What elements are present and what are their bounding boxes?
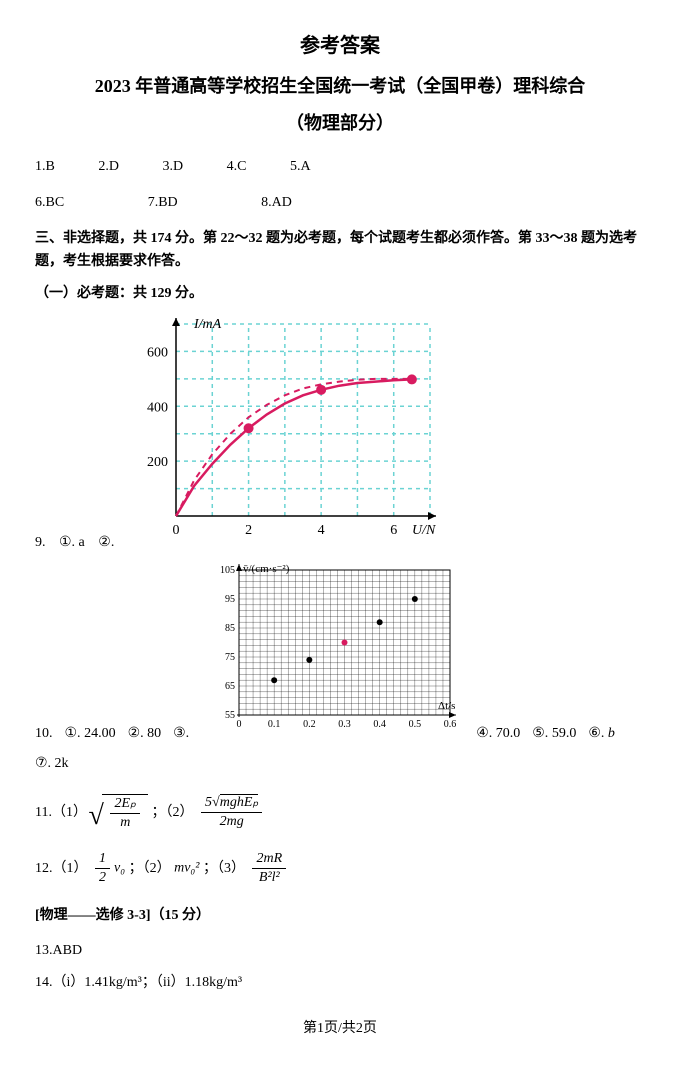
q10-ans: ①. 24.00 xyxy=(65,723,116,745)
q10-ans: ⑤. 59.0 xyxy=(532,723,576,745)
svg-text:v̄/(cm·s⁻²): v̄/(cm·s⁻²) xyxy=(243,563,290,575)
svg-text:65: 65 xyxy=(225,681,235,692)
mc-answer: 4.C xyxy=(227,156,247,178)
mc-answer: 5.A xyxy=(290,156,311,178)
svg-text:Δt/s: Δt/s xyxy=(438,700,455,712)
q12-formula-1: 12 xyxy=(95,850,110,887)
svg-text:0.2: 0.2 xyxy=(303,719,316,730)
mc-answer: 3.D xyxy=(162,156,183,178)
mc-row-2: 6.BC 7.BD 8.AD xyxy=(35,192,645,214)
title-sub: 2023 年普通高等学校招生全国统一考试（全国甲卷）理科综合 xyxy=(35,72,645,101)
svg-text:6: 6 xyxy=(390,523,397,538)
svg-text:0.6: 0.6 xyxy=(444,719,456,730)
mc-row-1: 1.B 2.D 3.D 4.C 5.A xyxy=(35,156,645,178)
svg-text:0.4: 0.4 xyxy=(374,719,387,730)
q9-ans2: ②. xyxy=(98,532,114,554)
question-12: 12.（1） 12 v₀ ；（2） mv₀² ；（3） 2mRB²l² xyxy=(35,850,645,887)
svg-text:0.5: 0.5 xyxy=(409,719,422,730)
question-9: 9. ①. a ②. 0 2 4 6 200 400 600 U/N I/mA xyxy=(35,316,645,554)
q9-chart: 0 2 4 6 200 400 600 U/N I/mA xyxy=(128,316,438,554)
q10-ans: ⑥. b xyxy=(588,723,615,745)
question-13: 13.ABD xyxy=(35,940,645,962)
page-footer: 第1页/共2页 xyxy=(35,1018,645,1040)
svg-text:0.1: 0.1 xyxy=(268,719,281,730)
mc-answer: 6.BC xyxy=(35,192,64,214)
q11-formula-1: √ 2Eₚm xyxy=(90,794,148,832)
optional-heading: [物理——选修 3-3]（15 分） xyxy=(35,905,645,927)
svg-text:55: 55 xyxy=(225,710,235,721)
svg-text:600: 600 xyxy=(147,345,168,360)
q10-ans: ③. xyxy=(173,723,189,745)
q12-label: 12.（1） xyxy=(35,858,88,880)
svg-text:2: 2 xyxy=(245,523,252,538)
svg-text:I/mA: I/mA xyxy=(193,317,222,332)
title-main: 参考答案 xyxy=(35,30,645,62)
svg-text:0: 0 xyxy=(237,719,242,730)
svg-text:200: 200 xyxy=(147,455,168,470)
question-14: 14.（i）1.41kg/m³；（ii）1.18kg/m³ xyxy=(35,972,645,994)
q11-label: 11.（1） xyxy=(35,802,87,824)
svg-text:0.3: 0.3 xyxy=(338,719,351,730)
q10-ans: ④. 70.0 xyxy=(476,723,520,745)
q12-sep1: ；（2） xyxy=(129,858,171,880)
question-10: 10. ①. 24.00 ②. 80 ③. 0 0.1 0.2 0.3 0.4 0.5 0.… xyxy=(35,562,645,745)
svg-text:4: 4 xyxy=(317,523,324,538)
mc-answer: 8.AD xyxy=(261,192,292,214)
mc-answer: 2.D xyxy=(98,156,119,178)
q12-formula-2: mv₀² xyxy=(174,861,199,876)
q10-ans: ②. 80 xyxy=(128,723,162,745)
required-heading: （一）必考题：共 129 分。 xyxy=(35,283,645,305)
q10-label: 10. xyxy=(35,723,53,745)
svg-text:85: 85 xyxy=(225,623,235,634)
title-part: （物理部分） xyxy=(35,109,645,138)
svg-text:0: 0 xyxy=(172,523,179,538)
svg-text:95: 95 xyxy=(225,594,235,605)
mc-answer: 7.BD xyxy=(148,192,178,214)
q12-sep2: ；（3） xyxy=(203,858,245,880)
q10-chart: 0 0.1 0.2 0.3 0.4 0.5 0.6 55 65 75 85 95 105 Δt/s v̄/(… xyxy=(201,562,456,745)
q12-formula-3: 2mRB²l² xyxy=(252,850,286,887)
mc-answer: 1.B xyxy=(35,156,55,178)
question-11: 11.（1） √ 2Eₚm ；（2） 5√mghEₚ 2mg xyxy=(35,794,645,832)
q10-trailing: ⑦. 2k xyxy=(35,753,645,775)
section-3-heading: 三、非选择题，共 174 分。第 22～32 题为必考题，每个试题考生都必须作答… xyxy=(35,228,645,273)
svg-text:75: 75 xyxy=(225,652,235,663)
q11-formula-2: 5√mghEₚ 2mg xyxy=(201,794,262,831)
q9-ans1: ①. a xyxy=(59,532,85,554)
q9-label: 9. xyxy=(35,532,46,554)
svg-text:400: 400 xyxy=(147,400,168,415)
svg-text:105: 105 xyxy=(220,565,235,576)
q11-sep: ；（2） xyxy=(152,802,194,824)
svg-text:U/N: U/N xyxy=(412,523,436,538)
